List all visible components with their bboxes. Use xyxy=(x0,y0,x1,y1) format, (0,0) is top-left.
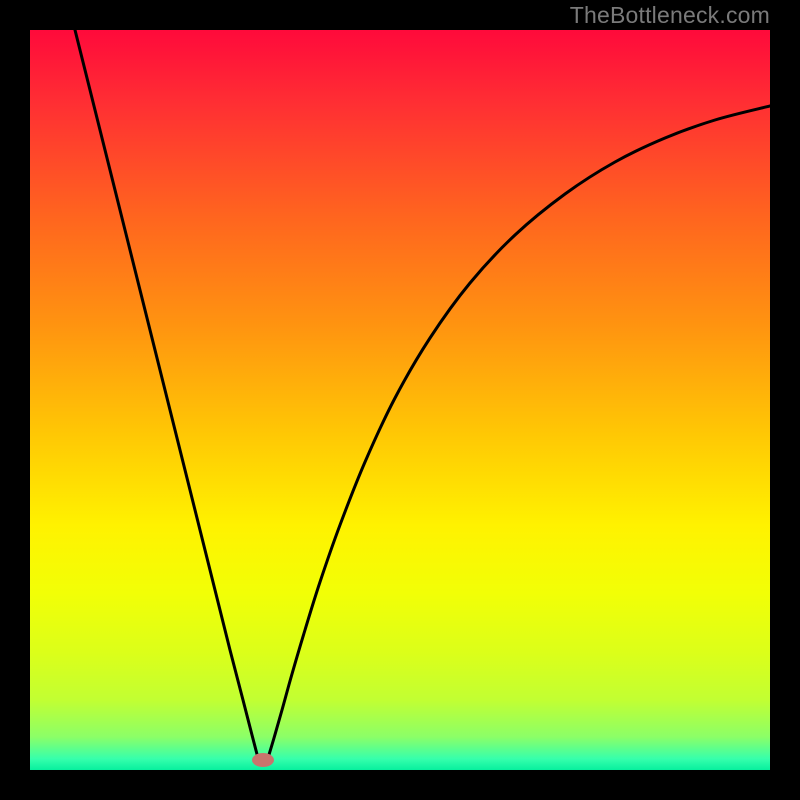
minimum-marker xyxy=(252,753,274,767)
curve-right-branch xyxy=(268,106,770,758)
curve-svg xyxy=(30,30,770,770)
plot-area xyxy=(30,30,770,770)
curve-left-branch xyxy=(75,30,258,758)
watermark-text: TheBottleneck.com xyxy=(570,2,770,29)
